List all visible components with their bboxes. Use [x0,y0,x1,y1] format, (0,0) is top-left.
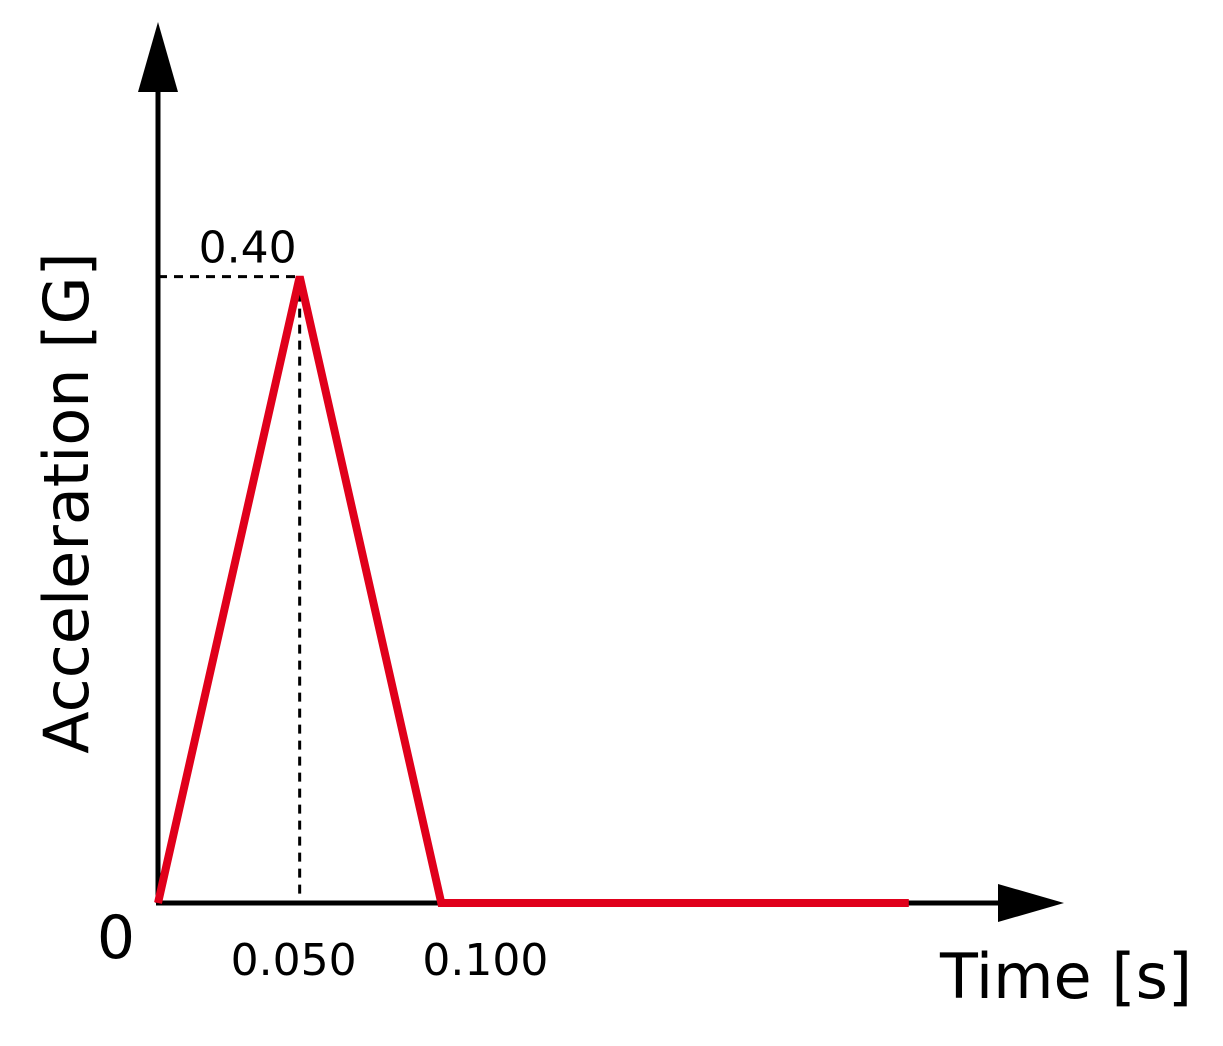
peak-value-label: 0.40 [199,223,297,274]
series-line-1 [154,275,909,907]
x-tick-label-1: 0.050 [231,935,357,986]
y-axis-title: Acceleration [G] [30,252,103,753]
origin-label: 0 [97,903,135,973]
x-axis-title: Time [s] [939,940,1192,1013]
x-tick-label-2: 0.100 [422,935,548,986]
x-tick-labels: 0.050 0.100 [231,935,549,986]
y-axis-arrowhead-icon [138,22,178,92]
series-layer [154,275,909,907]
x-axis-arrowhead-icon [998,884,1064,922]
